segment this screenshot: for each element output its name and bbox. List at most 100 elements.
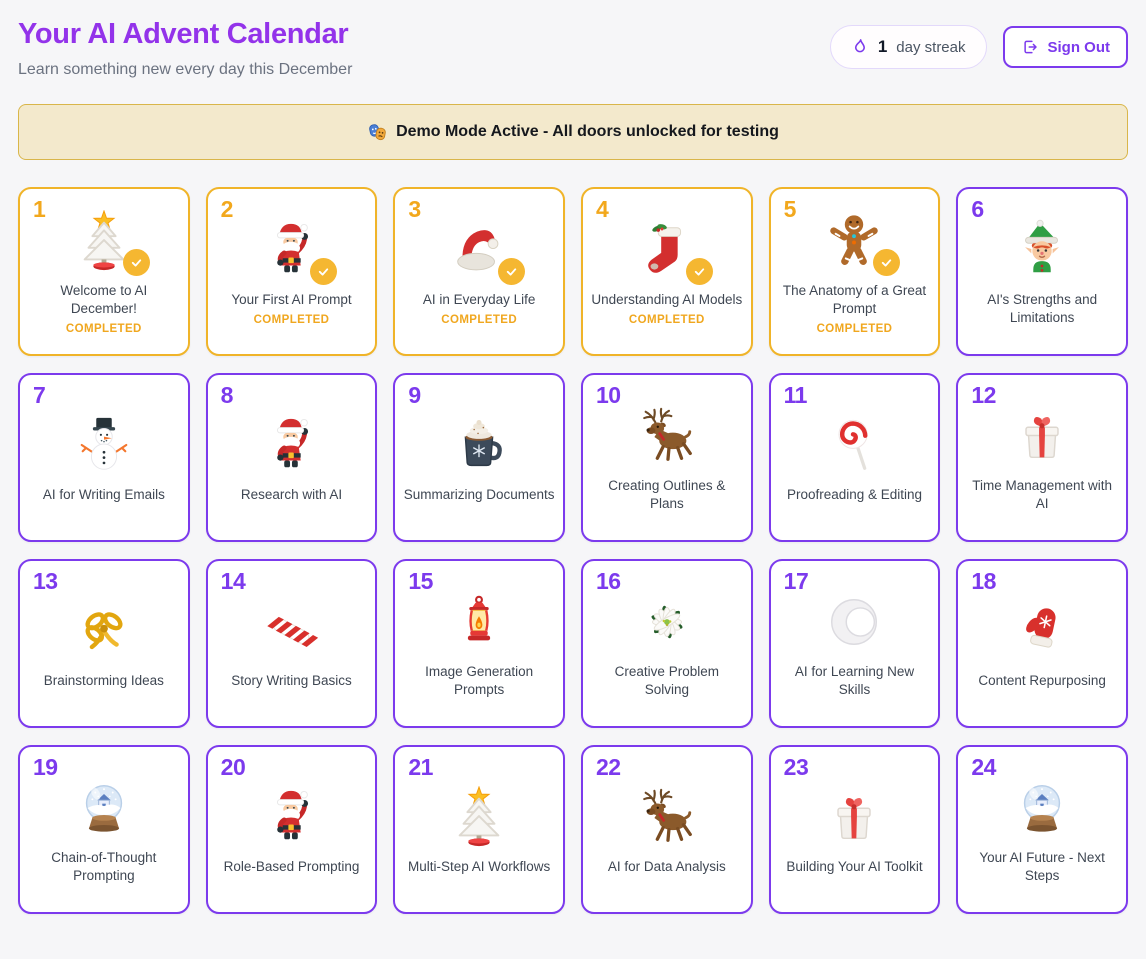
card-icon-wrap xyxy=(73,600,135,662)
card-icon-wrap xyxy=(1011,777,1073,839)
card-title: AI's Strengths and Limitations xyxy=(987,291,1098,325)
card-status: COMPLETED xyxy=(816,322,893,335)
card-title: Content Repurposing xyxy=(978,672,1106,688)
advent-door-card[interactable]: 23 Building Your AI Toolkit xyxy=(768,745,941,914)
card-day-number: 15 xyxy=(408,568,433,594)
card-icon-wrap xyxy=(636,786,698,848)
streak-count: 1 xyxy=(877,37,888,56)
card-day-number: 17 xyxy=(783,568,809,594)
card-icon-wrap xyxy=(73,414,135,476)
card-icon-wrap xyxy=(636,405,698,467)
check-icon xyxy=(129,255,144,270)
card-title: Your AI Future - Next Steps xyxy=(979,849,1105,883)
advent-door-card[interactable]: 21 Multi-Step AI Workflows xyxy=(393,745,565,914)
card-day-number: 7 xyxy=(33,382,46,408)
advent-door-card[interactable]: 5 The Anatomy of a Great Prompt COMPLETE… xyxy=(768,187,941,356)
card-icon-wrap xyxy=(260,219,338,286)
completed-check-badge xyxy=(873,249,901,277)
snow-globe-icon xyxy=(1011,777,1073,839)
card-title: Welcome to AI December! xyxy=(60,283,148,316)
card-title: Role-Based Prompting xyxy=(223,858,360,874)
card-title: Chain-of-Thought Prompting xyxy=(51,849,157,883)
streak-label: day streak xyxy=(896,38,966,56)
card-icon-wrap xyxy=(1011,600,1073,662)
card-day-number: 16 xyxy=(596,568,621,594)
advent-door-card[interactable]: 8 Research with AI xyxy=(205,373,378,542)
card-day-number: 11 xyxy=(783,382,808,408)
card-day-number: 13 xyxy=(33,568,58,594)
card-icon-wrap xyxy=(1011,219,1073,281)
advent-door-card[interactable]: 4 Understanding AI Models COMPLETED xyxy=(581,187,753,356)
card-title: Building Your AI Toolkit xyxy=(786,858,923,874)
card-icon-wrap xyxy=(448,591,510,653)
card-title: Image Generation Prompts xyxy=(425,663,534,697)
header-text: Your AI Advent Calendar Learn something … xyxy=(18,10,352,79)
advent-door-card[interactable]: 9 Summarizing Documents xyxy=(393,373,565,542)
advent-door-card[interactable]: 18 Content Repurposing xyxy=(956,559,1128,728)
card-icon-wrap xyxy=(823,591,885,653)
card-icon-wrap xyxy=(636,219,713,286)
card-title: AI for Writing Emails xyxy=(42,486,165,502)
page-subtitle: Learn something new every day this Decem… xyxy=(18,61,353,78)
card-day-number: 8 xyxy=(220,382,234,408)
card-title: Summarizing Documents xyxy=(403,486,555,502)
card-day-number: 19 xyxy=(33,754,58,780)
check-icon xyxy=(879,255,894,270)
card-icon-wrap xyxy=(448,786,510,848)
advent-door-card[interactable]: 1 Welcome to AI December! COMPLETED xyxy=(18,187,190,356)
advent-door-card[interactable]: 16 Creative Problem Solving xyxy=(581,559,753,728)
card-icon-wrap xyxy=(260,414,322,476)
snow-globe-icon xyxy=(73,777,135,839)
card-title: AI for Data Analysis xyxy=(607,858,726,874)
card-icon-wrap xyxy=(823,786,885,848)
advent-door-card[interactable]: 15 Image Generation Prompts xyxy=(393,559,565,728)
page-title: Your AI Advent Calendar xyxy=(18,18,349,50)
candy-cane-icon xyxy=(260,600,322,662)
elf-icon xyxy=(1011,219,1073,281)
sign-out-label: Sign Out xyxy=(1047,38,1111,56)
header-controls: 1 day streak Sign Out xyxy=(829,25,1128,69)
card-title: Creative Problem Solving xyxy=(614,663,719,697)
reindeer-icon xyxy=(636,405,698,467)
mitten-icon xyxy=(1011,600,1073,662)
advent-door-card[interactable]: 13 Brainstorming Ideas xyxy=(18,559,190,728)
advent-door-card[interactable]: 17 AI for Learning New Skills xyxy=(768,559,941,728)
card-icon-wrap xyxy=(823,210,901,277)
card-status: COMPLETED xyxy=(628,313,705,326)
advent-door-card[interactable]: 14 Story Writing Basics xyxy=(205,559,378,728)
card-day-number: 9 xyxy=(408,382,421,408)
advent-door-card[interactable]: 12 Time Management with AI xyxy=(956,373,1128,542)
card-day-number: 10 xyxy=(596,382,621,408)
sign-out-button[interactable]: Sign Out xyxy=(1002,26,1128,68)
advent-door-card[interactable]: 11 Proofreading & Editing xyxy=(768,373,941,542)
streak-badge: 1 day streak xyxy=(829,25,987,69)
advent-door-card[interactable]: 7 AI for Writing Emails xyxy=(18,373,190,542)
card-title: Time Management with AI xyxy=(972,477,1113,511)
lantern-icon xyxy=(448,591,510,653)
advent-door-card[interactable]: 3 AI in Everyday Life COMPLETED xyxy=(393,187,565,356)
page-header: Your AI Advent Calendar Learn something … xyxy=(18,10,1128,79)
christmas-tree-icon xyxy=(448,786,510,848)
card-day-number: 1 xyxy=(33,196,46,222)
card-title: Brainstorming Ideas xyxy=(43,672,164,688)
advent-door-card[interactable]: 10 Creating Outlines & Plans xyxy=(581,373,753,542)
card-day-number: 12 xyxy=(971,382,996,408)
completed-check-badge xyxy=(310,258,338,286)
card-title: Your First AI Prompt xyxy=(231,292,352,308)
card-title: Proofreading & Editing xyxy=(786,486,923,502)
card-day-number: 23 xyxy=(783,754,809,780)
advent-door-card[interactable]: 24 Your AI Future - Next Steps xyxy=(956,745,1128,914)
santa-icon xyxy=(260,786,322,848)
advent-door-card[interactable]: 20 Role-Based Prompting xyxy=(205,745,378,914)
card-title: The Anatomy of a Great Prompt xyxy=(782,283,927,316)
card-icon-wrap xyxy=(636,591,698,653)
advent-door-card[interactable]: 6 AI's Strengths and Limitations xyxy=(956,187,1128,356)
theater-masks-icon xyxy=(367,122,388,143)
completed-check-badge xyxy=(498,258,526,286)
card-day-number: 22 xyxy=(596,754,621,780)
advent-door-card[interactable]: 19 Chain-of-Thought Prompting xyxy=(18,745,190,914)
advent-door-card[interactable]: 22 AI for Data Analysis xyxy=(581,745,753,914)
advent-door-card[interactable]: 2 Your First AI Prompt COMPLETED xyxy=(205,187,378,356)
flame-icon xyxy=(851,38,869,56)
